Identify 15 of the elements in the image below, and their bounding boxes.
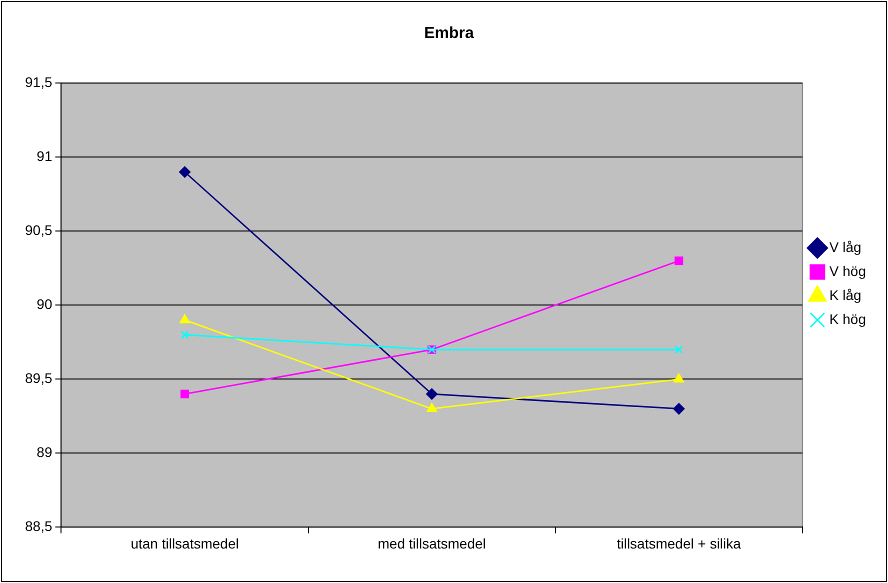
x-tick-label: utan tillsatsmedel (130, 535, 239, 552)
legend-label: V låg (829, 238, 862, 255)
x-tick-label: tillsatsmedel + silika (616, 535, 742, 552)
y-tick-label: 90,5 (25, 222, 52, 238)
y-tick-label: 91,5 (25, 74, 52, 90)
x-tick-label: med tillsatsmedel (378, 535, 486, 552)
legend-label: K hög (829, 310, 866, 327)
legend-label: K låg (829, 286, 862, 303)
chart-title: Embra (424, 25, 474, 42)
legend-label: V hög (829, 262, 866, 279)
y-tick-label: 91 (36, 148, 52, 164)
y-tick-label: 89 (36, 444, 52, 460)
y-tick-label: 89,5 (25, 370, 52, 386)
y-tick-label: 88,5 (25, 518, 52, 534)
y-tick-label: 90 (36, 296, 52, 312)
